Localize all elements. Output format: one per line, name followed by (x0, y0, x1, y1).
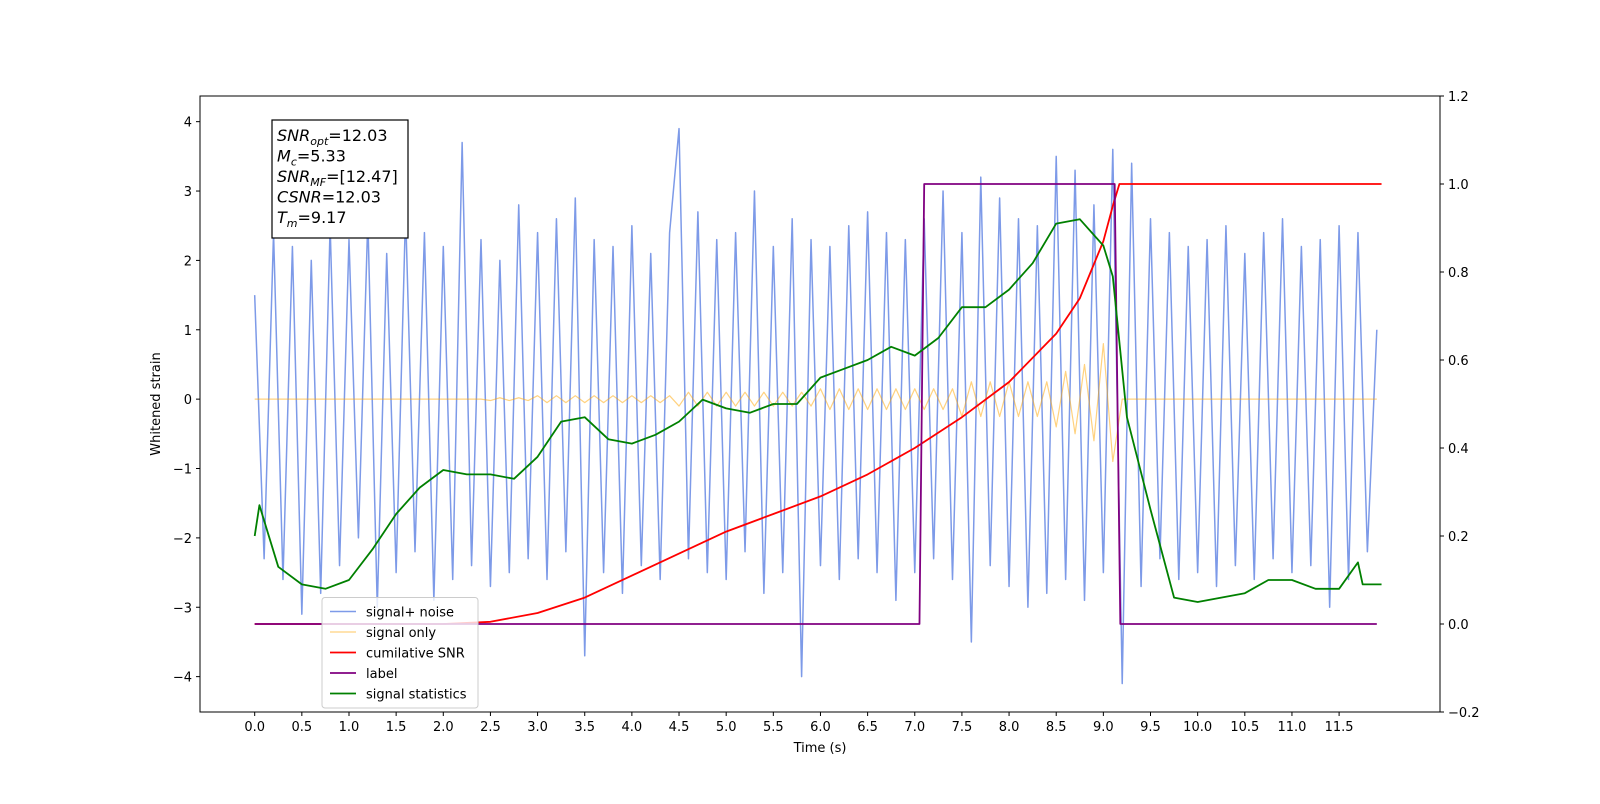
y-tick-label: 1 (184, 324, 192, 339)
x-tick-label: 1.5 (386, 720, 407, 735)
legend-label: cumilative SNR (366, 647, 465, 662)
x-tick-label: 6.5 (857, 720, 878, 735)
x-tick-label: 3.0 (527, 720, 548, 735)
x-tick-label: 5.5 (763, 720, 784, 735)
x-tick-label: 1.0 (339, 720, 360, 735)
series-line (254, 183, 1382, 625)
x-tick-label: 6.0 (810, 720, 831, 735)
annotation-line: Mc=5.33 (277, 147, 346, 169)
x-tick-label: 9.5 (1140, 720, 1161, 735)
annotation-symbol: SNR (277, 126, 310, 145)
x-tick-label: 2.0 (433, 720, 454, 735)
y-tick-label: −4 (173, 671, 192, 686)
annotation-line: SNRMF=[12.47] (277, 167, 398, 189)
annotation-value: =12.03 (328, 126, 387, 145)
x-tick-label: 2.5 (480, 720, 501, 735)
y2-tick-label: −0.2 (1448, 706, 1480, 721)
x-tick-label: 10.0 (1183, 720, 1212, 735)
y-tick-label: 0 (184, 393, 192, 408)
x-tick-label: 3.5 (574, 720, 595, 735)
annotation-line: SNRopt=12.03 (277, 126, 388, 148)
annotation-subscript: opt (310, 135, 329, 148)
annotation-line: Tm=9.17 (277, 208, 347, 230)
plot-area (253, 127, 1382, 685)
annotation-symbol: T (277, 208, 288, 227)
annotation-value: =[12.47] (326, 167, 398, 186)
y2-tick-label: 1.2 (1448, 90, 1469, 105)
legend-label: signal only (366, 626, 436, 641)
legend-frame (321, 597, 479, 709)
x-tick-label: 5.0 (716, 720, 737, 735)
annotation-value: =12.03 (322, 188, 381, 207)
y2-tick-label: 0.0 (1448, 618, 1469, 633)
series-line (254, 343, 1377, 463)
y-tick-label: −1 (173, 463, 192, 478)
x-axis-label: Time (s) (793, 741, 847, 756)
x-tick-label: 4.5 (669, 720, 690, 735)
ticks: 0.0 0.5 1.0 1.5 2.0 2.5 3.0 3.5 4.0 4.5 5.0 5.5 6.0 6… (173, 90, 1480, 735)
annotation-box: SNRopt=12.03Mc=5.33SNRMF=[12.47]CSNR=12.… (271, 119, 409, 239)
series-line (253, 218, 1382, 603)
annotation-symbol: CSNR (277, 188, 322, 207)
annotation-subscript: m (287, 217, 298, 230)
annotation-subscript: c (291, 156, 297, 169)
annotation-value: =9.17 (298, 208, 347, 227)
legend-label: signal+ noise (366, 606, 454, 621)
annotation-subscript: MF (310, 176, 326, 189)
annotation-symbol: SNR (277, 167, 310, 186)
x-tick-label: 9.0 (1093, 720, 1114, 735)
y-tick-label: 2 (184, 254, 192, 269)
annotation-frame (271, 119, 409, 239)
y-tick-label: 3 (184, 185, 192, 200)
x-tick-label: 11.5 (1325, 720, 1354, 735)
x-tick-label: 11.0 (1277, 720, 1306, 735)
legend-label: label (366, 667, 397, 682)
annotation-line: CSNR=12.03 (277, 188, 381, 207)
series-line (254, 183, 1377, 625)
x-tick-label: 0.5 (291, 720, 312, 735)
y2-tick-label: 1.0 (1448, 178, 1469, 193)
annotation-value: =5.33 (297, 147, 346, 166)
legend: signal+ noise signal only cumilative SNR la… (321, 597, 479, 709)
y-tick-label: −3 (173, 601, 192, 616)
x-tick-label: 7.5 (952, 720, 973, 735)
x-tick-label: 4.0 (622, 720, 643, 735)
legend-label: signal statistics (366, 688, 467, 703)
y-axis-label: Whitened strain (149, 352, 164, 455)
y2-tick-label: 0.4 (1448, 442, 1469, 457)
x-tick-label: 7.0 (904, 720, 925, 735)
series-line (253, 127, 1378, 685)
annotation-symbol: M (277, 147, 291, 166)
y2-tick-label: 0.8 (1448, 266, 1469, 281)
x-tick-label: 8.0 (999, 720, 1020, 735)
x-tick-label: 8.5 (1046, 720, 1067, 735)
x-tick-label: 10.5 (1230, 720, 1259, 735)
x-tick-label: 0.0 (244, 720, 265, 735)
y2-tick-label: 0.6 (1448, 354, 1469, 369)
y2-tick-label: 0.2 (1448, 530, 1469, 545)
y-tick-label: 4 (184, 116, 192, 131)
y-tick-label: −2 (173, 532, 192, 547)
